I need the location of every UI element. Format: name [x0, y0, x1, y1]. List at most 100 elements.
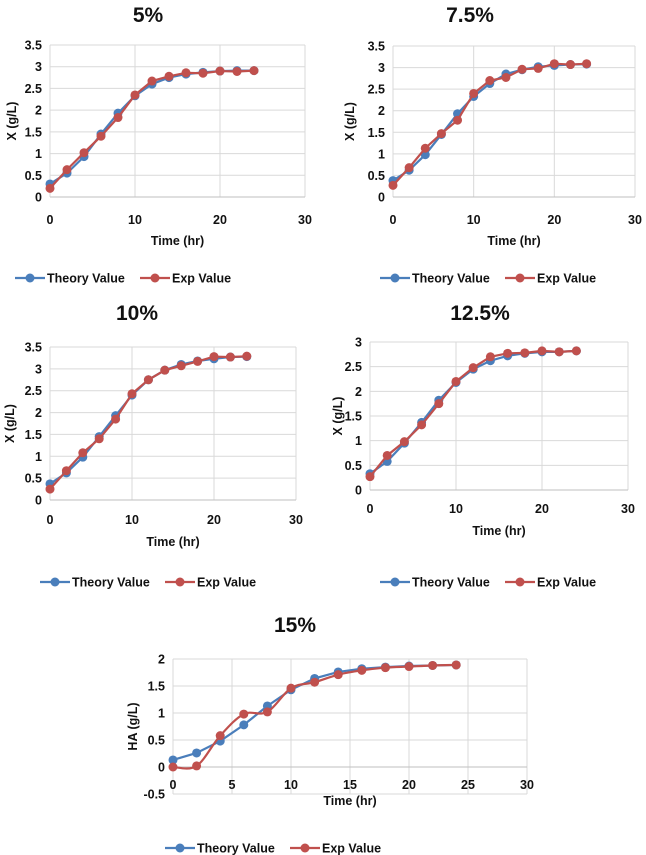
data-point-exp [582, 59, 592, 69]
legend-marker [300, 843, 310, 853]
data-point-exp [537, 346, 547, 356]
data-point-exp [549, 59, 559, 69]
data-point-exp [164, 71, 174, 81]
data-point-exp [469, 88, 479, 98]
x-tick-label: 30 [298, 213, 312, 227]
data-point-exp [571, 346, 581, 356]
data-point-exp [215, 731, 225, 741]
legend-label: Theory Value [72, 576, 150, 590]
data-point-exp [485, 352, 495, 362]
data-point-exp [333, 670, 343, 680]
data-point-exp [451, 376, 461, 386]
data-point-exp [520, 348, 530, 358]
legend-label: Exp Value [537, 576, 596, 590]
data-point-exp [503, 348, 513, 358]
x-tick-label: 0 [367, 502, 374, 516]
legend-label: Theory Value [412, 576, 490, 590]
y-tick-label: 1 [378, 147, 385, 161]
y-tick-label: 1 [355, 434, 362, 448]
legend-marker [515, 273, 525, 283]
legend-label: Exp Value [322, 842, 381, 855]
data-point-exp [113, 113, 123, 123]
data-point-exp [428, 660, 438, 670]
legend-label: Exp Value [197, 576, 256, 590]
x-tick-label: 30 [289, 513, 303, 527]
y-tick-label: 1 [35, 147, 42, 161]
data-point-exp [357, 665, 367, 675]
data-point-exp [382, 450, 392, 460]
legend-marker [390, 273, 400, 283]
data-point-exp [533, 63, 543, 73]
data-point-exp [78, 448, 88, 458]
y-tick-label: 1 [35, 450, 42, 464]
data-point-exp [232, 66, 242, 76]
y-axis-label: X (g/L) [343, 102, 357, 141]
y-tick-label: 0 [35, 494, 42, 508]
data-point-exp [45, 484, 55, 494]
y-tick-label: 3 [378, 61, 385, 75]
y-tick-label: 0.5 [25, 169, 42, 183]
x-tick-label: 20 [213, 213, 227, 227]
y-axis-label: X (g/L) [3, 404, 17, 443]
chart-1: 5% 0 0.5 1 1.5 2 2.5 3 3.5 0 10 20 30 Time (hr) X (g/L… [5, 4, 312, 286]
x-tick-label: 10 [284, 778, 298, 792]
data-point-exp [96, 131, 106, 141]
data-point-exp [143, 375, 153, 385]
data-point-exp [451, 660, 461, 670]
y-tick-label: 0 [355, 484, 362, 498]
data-point-exp [130, 90, 140, 100]
y-tick-label: 2 [35, 406, 42, 420]
y-tick-label: 0.5 [345, 459, 362, 473]
data-point-exp [225, 352, 235, 362]
data-point-exp [239, 709, 249, 719]
legend-label: Theory Value [47, 272, 125, 286]
data-point-exp [404, 163, 414, 173]
x-tick-label: 10 [128, 213, 142, 227]
legend-label: Exp Value [537, 272, 596, 286]
y-tick-label: 3.5 [25, 341, 42, 355]
data-point-exp [420, 143, 430, 153]
data-point-exp [436, 129, 446, 139]
y-tick-label: 2.5 [25, 82, 42, 96]
data-point-exp [286, 683, 296, 693]
data-point-exp [176, 361, 186, 371]
legend-marker [175, 577, 185, 587]
x-tick-label: 10 [449, 502, 463, 516]
data-point-exp [61, 466, 71, 476]
data-point-exp [399, 437, 409, 447]
y-tick-label: 1.5 [25, 125, 42, 139]
chart-title: 12.5% [450, 302, 510, 325]
data-point-exp [565, 60, 575, 70]
y-tick-label: 0 [158, 761, 165, 775]
data-point-exp [111, 414, 121, 424]
data-point-exp [310, 677, 320, 687]
data-point-exp [453, 115, 463, 125]
data-point-exp [388, 180, 398, 190]
chart-2: 7.5% 0 0.5 1 1.5 2 2.5 3 3.5 0 10 20 30 Time (hr) X (g… [343, 4, 642, 286]
y-axis-label: HA (g/L) [126, 702, 140, 750]
data-point-exp [417, 420, 427, 430]
data-point-exp [147, 76, 157, 86]
legend-marker [390, 577, 400, 587]
x-tick-label: 0 [47, 213, 54, 227]
data-point-theory [192, 748, 202, 758]
data-point-exp [79, 148, 89, 158]
data-point-exp [434, 399, 444, 409]
data-point-exp [62, 165, 72, 175]
legend-marker [515, 577, 525, 587]
y-tick-label: 2 [158, 653, 165, 667]
y-tick-label: 2 [378, 104, 385, 118]
x-tick-label: 30 [628, 213, 642, 227]
chart-title: 5% [133, 4, 164, 27]
legend-marker [50, 577, 60, 587]
x-tick-label: 20 [535, 502, 549, 516]
data-point-exp [380, 663, 390, 673]
data-point-exp [181, 68, 191, 78]
data-point-exp [168, 762, 178, 772]
y-tick-label: 0.5 [148, 734, 165, 748]
y-tick-label: 2.5 [345, 360, 362, 374]
x-tick-label: 30 [520, 778, 534, 792]
x-tick-label: 10 [125, 513, 139, 527]
legend-marker [25, 273, 35, 283]
